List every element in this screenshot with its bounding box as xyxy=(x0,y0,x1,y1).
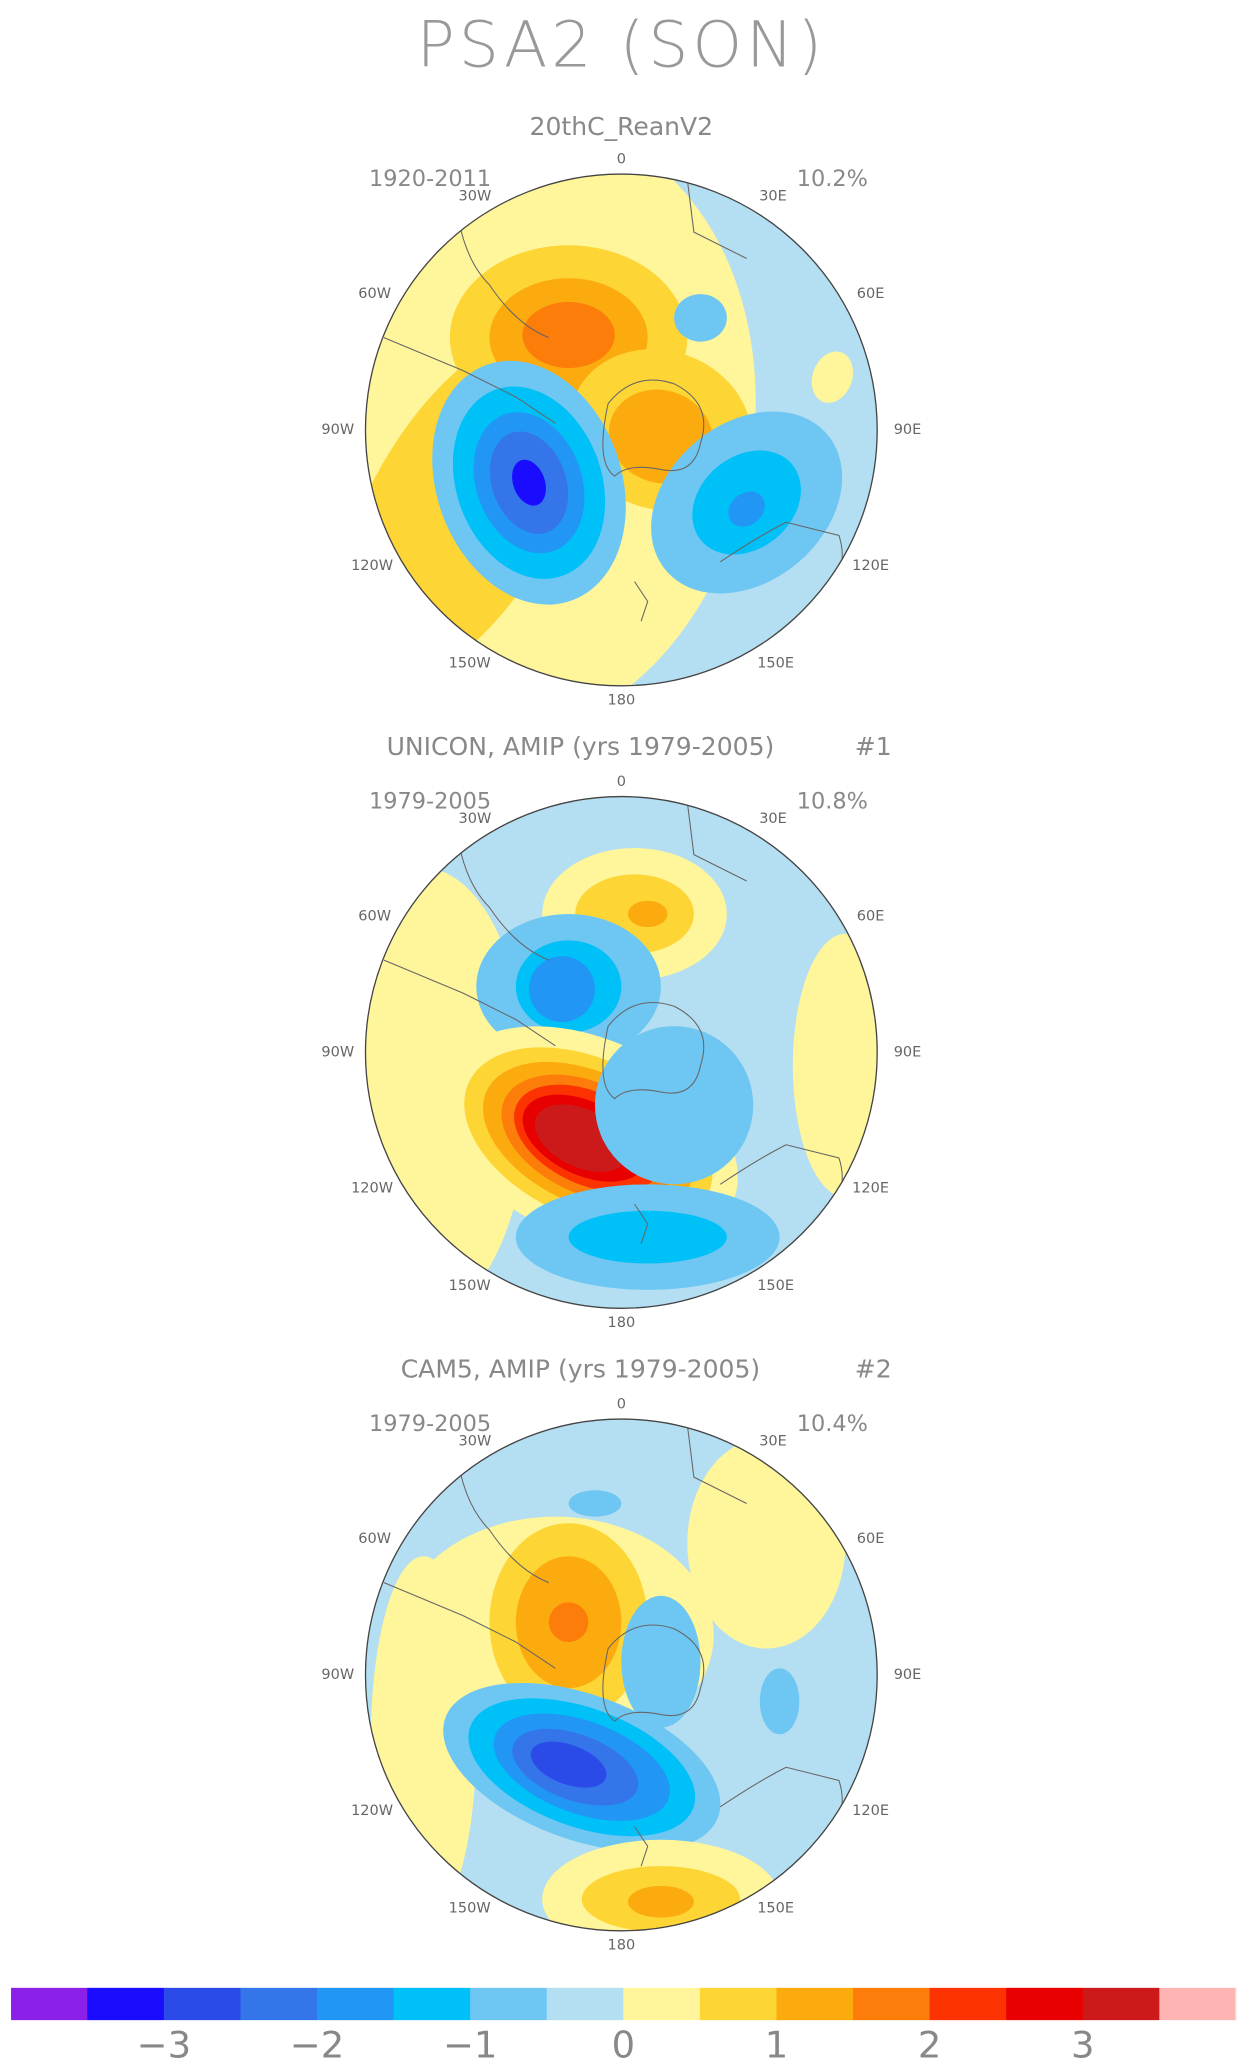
colorbar-tick-label: 3 xyxy=(1071,2023,1094,2064)
longitude-label: 90E xyxy=(894,422,922,438)
contour-region xyxy=(759,1668,800,1735)
longitude-label: 180 xyxy=(607,692,635,708)
variance: 10.2% xyxy=(797,166,868,192)
longitude-label: 120W xyxy=(351,1180,393,1196)
longitude-label: 0 xyxy=(617,1397,626,1413)
longitude-label: 90E xyxy=(894,1044,922,1060)
longitude-label: 120E xyxy=(852,558,889,574)
coastline xyxy=(383,1424,843,1867)
contour-region xyxy=(811,351,854,403)
coastline xyxy=(383,801,843,1244)
colorbar-tick-label: −1 xyxy=(443,2023,497,2064)
longitude-label: 30W xyxy=(459,189,492,205)
longitude-label: 120W xyxy=(351,1803,393,1819)
map-field xyxy=(365,796,878,1309)
colorbar-tick-label: −2 xyxy=(290,2023,344,2064)
colorbar-box xyxy=(699,1987,777,2021)
longitude-label: 180 xyxy=(607,1937,635,1953)
contour-region xyxy=(627,1885,694,1918)
longitude-label: 60E xyxy=(857,909,885,925)
longitude-label: 150E xyxy=(757,655,794,671)
longitude-label: 60E xyxy=(857,1531,885,1547)
period: 1920-2011 xyxy=(369,166,491,192)
contour-region xyxy=(674,294,727,342)
longitude-label: 90W xyxy=(321,1044,354,1060)
longitude-label: 120W xyxy=(351,558,393,574)
contour-region xyxy=(548,1602,589,1642)
longitude-label: 90W xyxy=(321,1667,354,1683)
colorbar-box xyxy=(1159,1987,1237,2021)
colorbar-frame xyxy=(10,1987,1237,2021)
contour-region xyxy=(568,1490,622,1517)
colorbar-box xyxy=(1082,1987,1160,2021)
contour-region xyxy=(627,900,668,928)
colorbar-box xyxy=(470,1987,548,2021)
variance: 10.4% xyxy=(797,1411,868,1437)
panel-number: #1 xyxy=(855,732,892,761)
contour-region xyxy=(568,1210,727,1264)
figure-title: PSA2 (SON) xyxy=(417,7,827,81)
longitude-label: 30E xyxy=(759,811,787,827)
colorbar-box xyxy=(240,1987,318,2021)
longitude-label: 150E xyxy=(757,1278,794,1294)
period: 1979-2005 xyxy=(369,788,491,814)
colorbar-box xyxy=(623,1987,701,2021)
contour-region xyxy=(792,933,878,1198)
map-border xyxy=(364,1418,878,1932)
contour-region xyxy=(530,1741,607,1788)
coastline xyxy=(383,179,843,622)
contour-region xyxy=(594,1026,754,1185)
longitude-label: 90W xyxy=(321,422,354,438)
longitude-label: 0 xyxy=(617,774,626,790)
colorbar-tick-label: 0 xyxy=(612,2023,635,2064)
longitude-label: 30W xyxy=(459,1434,492,1450)
panel-title: UNICON, AMIP (yrs 1979-2005) xyxy=(387,732,775,761)
panel-title: CAM5, AMIP (yrs 1979-2005) xyxy=(401,1354,761,1383)
longitude-label: 60W xyxy=(358,909,391,925)
panel-title: 20thC_ReanV2 xyxy=(530,112,714,141)
variance: 10.8% xyxy=(797,788,868,814)
colorbar-box xyxy=(853,1987,931,2021)
colorbar-box xyxy=(546,1987,624,2021)
longitude-label: 120E xyxy=(852,1180,889,1196)
colorbar-box xyxy=(317,1987,394,2021)
longitude-label: 60W xyxy=(358,286,391,302)
colorbar-box xyxy=(929,1987,1007,2021)
contour-region xyxy=(529,956,595,1023)
longitude-label: 30W xyxy=(459,811,492,827)
contour-region xyxy=(512,459,546,506)
map-border xyxy=(364,173,878,687)
colorbar-tick-label: 1 xyxy=(765,2023,788,2064)
map-field xyxy=(365,1419,878,1931)
contour-region xyxy=(728,491,765,527)
period: 1979-2005 xyxy=(369,1411,491,1437)
longitude-label: 30E xyxy=(759,1434,787,1450)
colorbar-tick-label: −3 xyxy=(137,2023,191,2064)
longitude-label: 150E xyxy=(757,1900,794,1916)
longitude-label: 150W xyxy=(449,655,491,671)
colorbar-box xyxy=(163,1987,241,2021)
longitude-label: 150W xyxy=(449,1900,491,1916)
longitude-label: 60W xyxy=(358,1531,391,1547)
contour-region xyxy=(621,1595,701,1728)
longitude-label: 180 xyxy=(607,1315,635,1331)
longitude-label: 150W xyxy=(449,1278,491,1294)
colorbar-box xyxy=(776,1987,854,2021)
colorbar-box xyxy=(10,1987,88,2021)
longitude-label: 60E xyxy=(857,286,885,302)
colorbar-box xyxy=(393,1987,471,2021)
panel-number: #2 xyxy=(855,1354,892,1383)
longitude-label: 120E xyxy=(852,1803,889,1819)
colorbar-box xyxy=(1006,1987,1084,2021)
colorbar-tick-label: 2 xyxy=(918,2023,941,2064)
longitude-label: 0 xyxy=(617,152,626,168)
colorbar-box xyxy=(87,1987,165,2021)
map-border xyxy=(364,795,878,1309)
longitude-label: 30E xyxy=(759,189,787,205)
longitude-label: 90E xyxy=(894,1667,922,1683)
contour-region xyxy=(522,302,615,368)
